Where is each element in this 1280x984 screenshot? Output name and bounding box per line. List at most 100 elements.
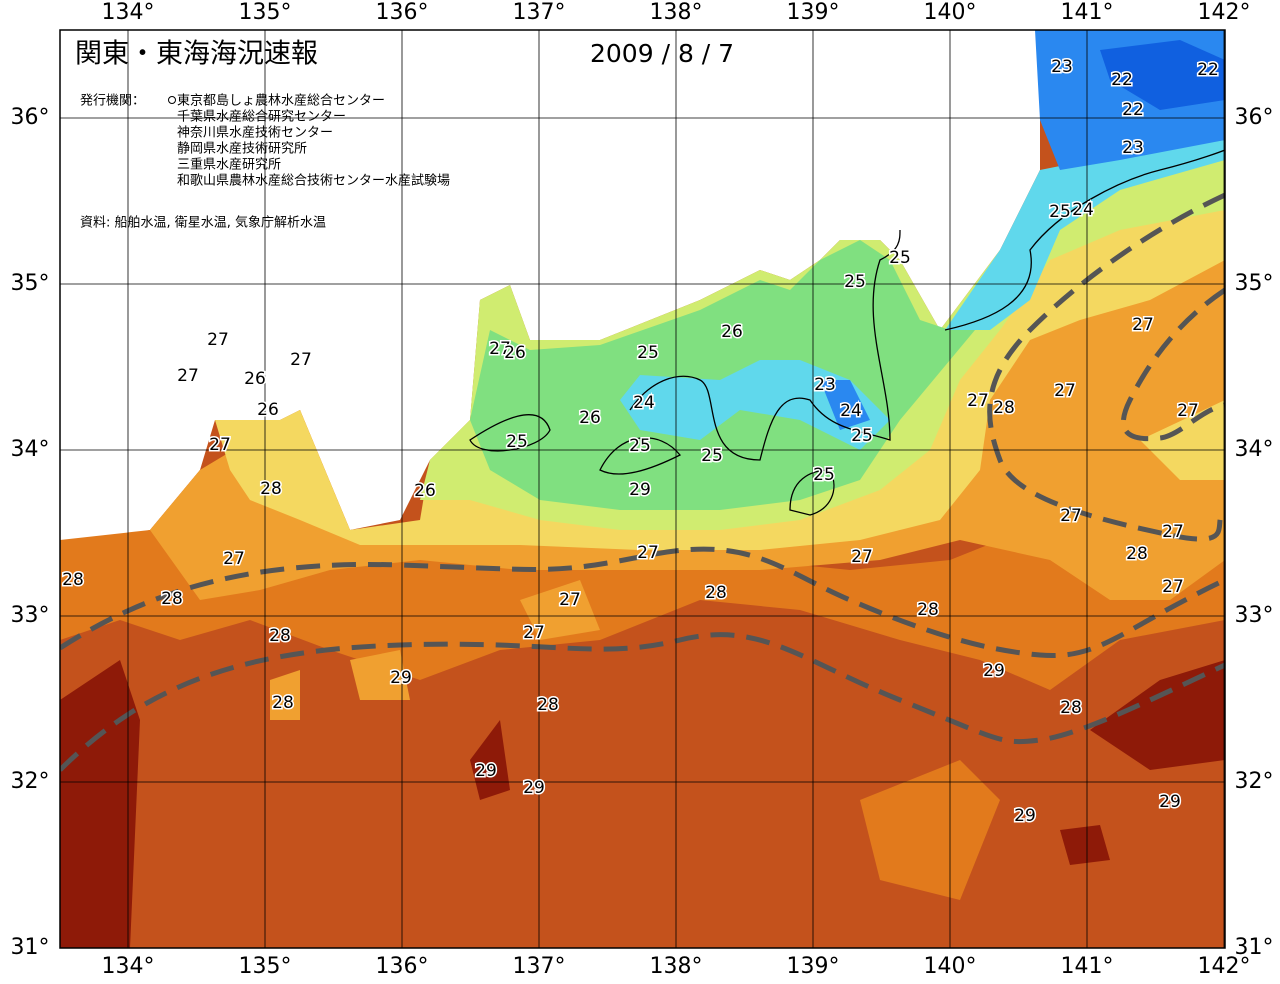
lon-label-bottom: 141° — [1061, 954, 1114, 979]
lat-label-left: 35° — [11, 271, 50, 296]
contour-label: 25 — [844, 272, 866, 292]
lat-label-right: 31° — [1235, 935, 1274, 960]
lat-label-right: 33° — [1235, 603, 1274, 628]
publisher: 三重県水産研究所 — [177, 157, 281, 173]
contour-label: 27 — [209, 435, 231, 455]
contour-label: 26 — [504, 343, 526, 363]
contour-label: 27 — [489, 339, 511, 359]
lat-label-left: 31° — [11, 935, 50, 960]
contour-label: 28 — [1126, 544, 1148, 564]
contour-label: 29 — [523, 778, 545, 798]
kuroshio-lines — [60, 192, 1225, 772]
contour-label: 26 — [244, 369, 266, 389]
contour-label: 27 — [637, 543, 659, 563]
lon-label-top: 136° — [376, 0, 429, 25]
axis-labels: 134° 134° 135° 135° 136° 136° 137° 137° 138° 138°… — [11, 0, 1274, 979]
map-frame — [59, 29, 1226, 949]
contour-label: 29 — [390, 668, 412, 688]
contour-label: 25 — [701, 446, 723, 466]
lon-label-top: 134° — [102, 0, 155, 25]
lat-label-left: 36° — [11, 105, 50, 130]
contour-label: 22 — [1197, 60, 1219, 80]
lon-label-top: 141° — [1061, 0, 1114, 25]
publisher: 神奈川県水産技術センター — [177, 125, 333, 141]
publisher: 千葉県水産総合研究センター — [177, 109, 346, 125]
sea-temperature-field — [60, 30, 1225, 948]
publisher: 和歌山県農林水産総合技術センター水産試験場 — [177, 173, 450, 189]
contour-label: 26 — [579, 408, 601, 428]
contour-label: 28 — [272, 693, 294, 713]
contour-label: 27 — [1132, 315, 1154, 335]
lon-label-bottom: 139° — [787, 954, 840, 979]
lat-label-left: 34° — [11, 437, 50, 462]
lon-label-bottom: 142° — [1198, 954, 1251, 979]
marker — [168, 96, 176, 104]
contour-label: 24 — [1072, 200, 1094, 220]
contour-label: 25 — [1049, 202, 1071, 222]
lon-label-bottom: 136° — [376, 954, 429, 979]
contour-label: 25 — [506, 432, 528, 452]
contour-label: 27 — [290, 350, 312, 370]
lat-label-left: 32° — [11, 769, 50, 794]
lat-label-right: 32° — [1235, 769, 1274, 794]
contour-label: 27 — [207, 330, 229, 350]
lon-label-top: 142° — [1198, 0, 1251, 25]
contour-label: 27 — [223, 549, 245, 569]
contour-label: 27 — [559, 590, 581, 610]
contour-label: 27 — [1054, 381, 1076, 401]
contour-label: 26 — [414, 481, 436, 501]
contour-label: 28 — [993, 398, 1015, 418]
lat-label-right: 34° — [1235, 437, 1274, 462]
contour-label: 22 — [1122, 100, 1144, 120]
contour-label: 29 — [1014, 806, 1036, 826]
lat-label-right: 36° — [1235, 105, 1274, 130]
graticule — [60, 30, 1225, 948]
lat-label-right: 35° — [1235, 271, 1274, 296]
contour-label: 29 — [1159, 792, 1181, 812]
contour-label: 26 — [721, 322, 743, 342]
contour-label: 26 — [257, 400, 279, 420]
contour-label: 23 — [814, 375, 836, 395]
lon-label-bottom: 134° — [102, 954, 155, 979]
contour-label: 24 — [633, 393, 655, 413]
contour-label: 28 — [1060, 698, 1082, 718]
publisher: 静岡県水産技術研究所 — [177, 141, 307, 157]
publisher-list: 東京都島しょ農林水産総合センター千葉県水産総合研究センター神奈川県水産技術センタ… — [177, 93, 450, 189]
lon-label-top: 135° — [239, 0, 292, 25]
contour-label: 27 — [967, 391, 989, 411]
lon-label-top: 139° — [787, 0, 840, 25]
contour-label: 25 — [813, 465, 835, 485]
lon-label-top: 137° — [513, 0, 566, 25]
source: 資料: 船舶水温, 衛星水温, 気象庁解析水温 — [80, 215, 326, 231]
lon-label-bottom: 138° — [650, 954, 703, 979]
contour-label: 23 — [1122, 138, 1144, 158]
lon-label-bottom: 135° — [239, 954, 292, 979]
contour-label: 27 — [1162, 577, 1184, 597]
date: 2009 / 8 / 7 — [590, 39, 734, 68]
contour-label: 28 — [260, 479, 282, 499]
lon-label-bottom: 137° — [513, 954, 566, 979]
contour-label: 24 — [840, 401, 862, 421]
contour-label: 28 — [62, 570, 84, 590]
contour-label: 29 — [475, 761, 497, 781]
contour-label: 25 — [851, 426, 873, 446]
contour-label: 27 — [1162, 522, 1184, 542]
title: 関東・東海海況速報 — [75, 39, 318, 70]
contour-label: 28 — [705, 583, 727, 603]
contour-label: 27 — [177, 366, 199, 386]
contour-label: 27 — [523, 623, 545, 643]
contour-label: 27 — [851, 547, 873, 567]
lat-label-left: 33° — [11, 603, 50, 628]
publisher: 東京都島しょ農林水産総合センター — [177, 93, 385, 109]
contour-label: 23 — [1051, 57, 1073, 77]
contour-label: 29 — [629, 480, 651, 500]
contour-label: 28 — [917, 600, 939, 620]
contour-label: 29 — [983, 661, 1005, 681]
contour-label: 25 — [637, 343, 659, 363]
lon-label-top: 138° — [650, 0, 703, 25]
lon-label-top: 140° — [924, 0, 977, 25]
contour-label: 27 — [1177, 401, 1199, 421]
contour-label: 28 — [537, 695, 559, 715]
